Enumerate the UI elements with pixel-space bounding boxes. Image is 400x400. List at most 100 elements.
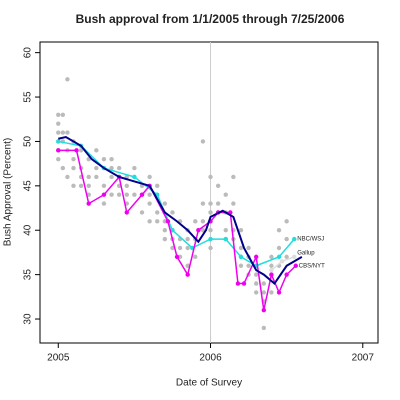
poll-point [94,148,99,153]
poll-point [162,228,168,233]
poll-point [269,263,274,268]
poll-point [200,139,206,144]
series-point [269,272,274,277]
poll-point [109,165,114,171]
x-axis-label: Date of Survey [176,378,242,389]
poll-point [56,121,61,126]
poll-point [284,236,289,242]
poll-point [253,290,259,295]
poll-point [215,201,221,206]
poll-point [208,201,213,206]
series-point [86,201,91,206]
y-tick-label: 40 [23,224,34,236]
poll-point [231,201,236,206]
poll-point [215,183,221,189]
poll-point [269,254,274,260]
trend-line [58,135,303,285]
series-point [56,139,61,144]
poll-point [124,192,129,197]
poll-point [155,183,160,189]
poll-point [284,254,289,260]
series-label: NBC/WSJ [297,237,324,243]
x-tick-label: 2006 [199,353,222,364]
poll-point [185,245,190,251]
poll-point [116,192,122,197]
poll-point [86,174,91,180]
poll-point [101,157,107,162]
poll-point [132,192,137,197]
poll-point [261,290,267,295]
poll-point [193,254,198,260]
series-point [185,272,190,277]
poll-point [109,192,114,197]
poll-point [139,210,145,215]
poll-point [261,281,267,286]
series-point [279,259,285,264]
y-tick-label: 35 [23,269,34,281]
poll-point [147,201,152,206]
series-point [276,254,282,260]
series-point [124,210,129,215]
y-tick-label: 55 [23,91,34,103]
poll-point [177,254,183,260]
poll-point [253,281,259,286]
y-axis-label: Bush Approval (Percent) [3,138,14,246]
poll-point [276,245,282,251]
x-tick-label: 2005 [47,353,70,364]
series-label: CBS/NYT [299,263,325,269]
poll-point [231,174,236,180]
poll-point [238,245,244,251]
poll-point [78,148,84,153]
series-point [174,254,180,260]
poll-point [78,183,84,189]
series-point [276,290,282,295]
poll-point [65,174,70,180]
poll-point [193,219,198,224]
poll-point [155,219,160,224]
poll-point [60,130,66,135]
series-point [235,281,241,286]
series-point [292,254,297,260]
poll-point [246,245,251,251]
poll-point [65,130,70,135]
y-tick-label: 30 [23,313,34,325]
poll-point [101,201,107,206]
x-tick-label: 2007 [352,353,375,364]
poll-point [246,263,251,268]
poll-point [238,263,244,268]
poll-point [147,192,152,197]
y-tick-label: 45 [23,180,34,192]
poll-point [147,174,152,180]
poll-point [177,245,183,251]
poll-point [200,219,206,224]
poll-point [162,219,168,224]
series-line [58,149,297,311]
poll-point [170,245,175,251]
series-point [170,228,175,233]
poll-point [155,210,160,215]
poll-point [116,165,122,171]
poll-point [170,210,175,215]
poll-point [94,174,99,180]
poll-point [94,165,99,171]
poll-point [71,165,76,171]
poll-point [65,77,70,82]
poll-point [132,165,137,171]
series-point [208,236,213,242]
y-tick-label: 60 [23,47,34,59]
poll-point [238,228,244,233]
poll-point [208,245,213,251]
chart-title: Bush approval from 1/1/2005 through 7/25… [76,12,345,26]
poll-point [71,183,76,189]
series-point [223,236,228,242]
poll-point [101,183,107,189]
poll-point [109,157,114,162]
poll-point [223,228,228,233]
series-point [56,148,61,153]
series-label: Gallup [297,250,315,256]
plot-frame [39,41,379,344]
poll-point [60,165,66,171]
poll-point [185,236,190,242]
poll-point [147,219,152,224]
